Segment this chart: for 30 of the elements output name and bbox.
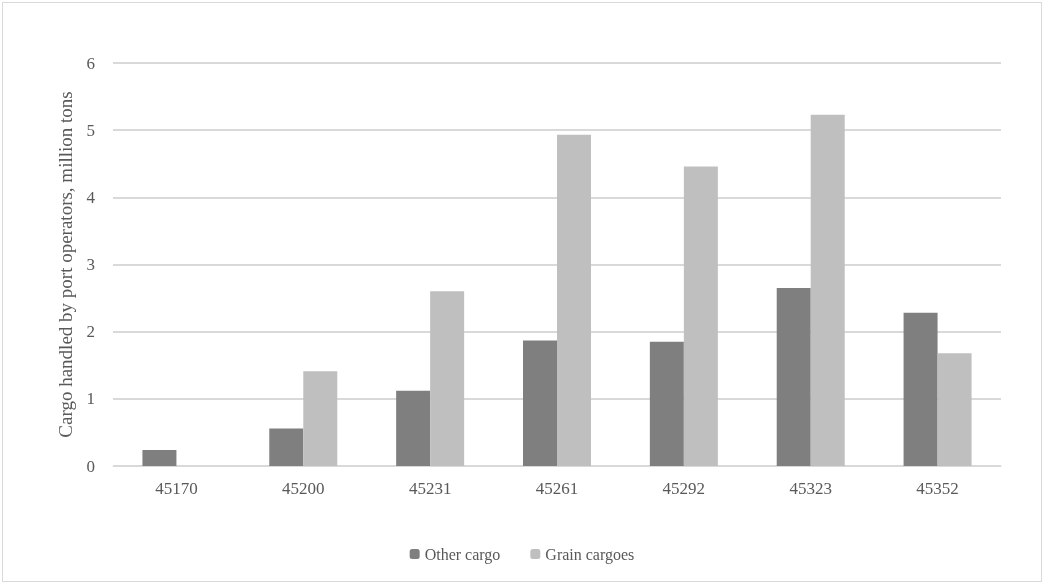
- bar: [523, 340, 557, 466]
- x-tick-label: 45200: [282, 479, 325, 498]
- bar: [430, 291, 465, 466]
- bar: [649, 341, 684, 466]
- bar: [903, 312, 938, 466]
- x-tick-label: 45323: [789, 479, 832, 498]
- x-tick-label: 45292: [662, 479, 706, 498]
- y-tick-label: 4: [86, 187, 96, 207]
- y-tick-label: 5: [86, 120, 95, 140]
- x-tick-label: 45261: [535, 479, 579, 498]
- x-tick-label: 45231: [408, 479, 452, 498]
- y-tick-label: 1: [86, 389, 95, 409]
- bar: [269, 428, 304, 466]
- bar: [810, 114, 845, 466]
- y-tick-label: 3: [86, 255, 95, 274]
- y-tick-label: 6: [86, 53, 95, 73]
- bar: [683, 166, 718, 466]
- bar: [776, 288, 811, 466]
- bar: [937, 353, 972, 466]
- y-tick-label: 0: [86, 456, 95, 476]
- bar: [557, 134, 591, 466]
- bar: [142, 449, 177, 466]
- y-axis-title: Cargo handled by port operators, million tons: [55, 91, 76, 438]
- bar: [396, 390, 431, 466]
- bar: [303, 371, 338, 466]
- x-tick-label: 45352: [916, 479, 959, 498]
- legend-label: Grain cargoes: [545, 545, 635, 564]
- legend-label: Other cargo: [424, 545, 501, 564]
- y-tick-label: 2: [86, 322, 95, 342]
- x-tick-label: 45170: [155, 479, 198, 498]
